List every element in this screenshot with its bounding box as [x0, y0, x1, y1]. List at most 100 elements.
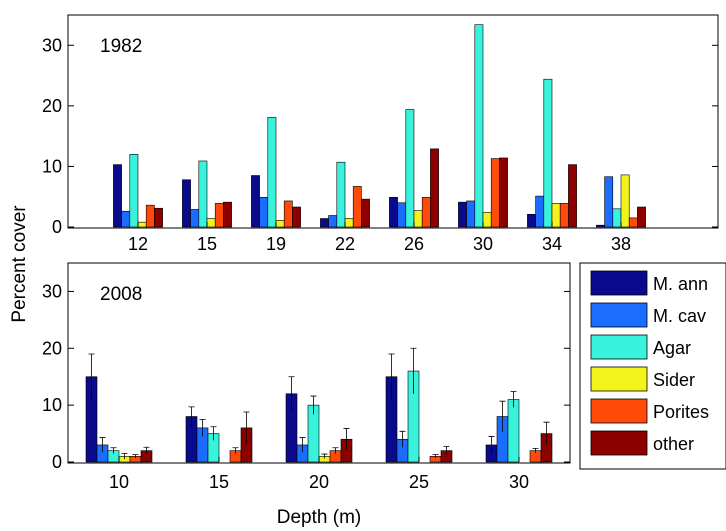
error-bar-bottom-mcav-30 — [499, 400, 506, 432]
error-bar-bottom-other-25 — [443, 446, 450, 455]
legend-label-sider: Sider — [653, 370, 695, 390]
x-tick-label: 15 — [209, 472, 229, 492]
bar-top-mann-34 — [527, 213, 536, 228]
x-tick-label: 34 — [542, 234, 562, 254]
error-bar-bottom-porites-30 — [532, 447, 539, 453]
y-tick-label: 0 — [52, 217, 62, 237]
y-tick-label: 10 — [42, 395, 62, 415]
bar-top-mann-26 — [389, 197, 398, 228]
bars-bottom-panel — [85, 347, 553, 463]
bar-top-sider-34 — [551, 203, 561, 228]
bar-top-porites-19 — [283, 200, 293, 228]
bar-top-mann-38 — [596, 224, 605, 228]
bar-top-mann-19 — [251, 175, 260, 228]
bar-top-mcav-22 — [328, 215, 338, 228]
bar-top-sider-22 — [344, 218, 354, 228]
error-bar-bottom-porites-10 — [132, 454, 139, 459]
bar-top-sider-26 — [413, 210, 423, 228]
error-bar-bottom-porites-20 — [332, 447, 339, 454]
legend: M. ann M. cav Agar Sider Porites other — [590, 270, 709, 456]
x-tick-label: 19 — [266, 234, 286, 254]
error-bar-bottom-other-30 — [543, 421, 550, 445]
bar-top-other-15 — [223, 201, 232, 228]
panel-label-top: 1982 — [100, 36, 142, 57]
x-tick-label: 30 — [473, 234, 493, 254]
y-tick-label: 30 — [42, 281, 62, 301]
y-tick-label: 20 — [42, 338, 62, 358]
legend-swatch-mcav — [590, 302, 648, 328]
error-bar-bottom-mann-20 — [288, 376, 295, 411]
y-ticks-top: 0 10 20 30 — [42, 35, 718, 237]
legend-label-porites: Porites — [653, 402, 709, 422]
bar-top-agar-12 — [129, 154, 139, 228]
panel-label-bottom: 2008 — [100, 284, 142, 305]
bar-top-sider-38 — [620, 174, 630, 228]
bar-top-mann-15 — [182, 179, 191, 228]
x-axis-label: Depth (m) — [277, 507, 361, 528]
bar-top-agar-34 — [543, 78, 553, 228]
bar-top-mann-22 — [320, 218, 329, 228]
error-bar-bottom-other-20 — [343, 428, 350, 451]
error-bar-bottom-mcav-15 — [199, 418, 206, 437]
error-bar-bottom-mann-10 — [88, 353, 95, 400]
x-tick-label: 15 — [197, 234, 217, 254]
bar-top-sider-12 — [137, 221, 147, 228]
x-tick-label: 30 — [509, 472, 529, 492]
bar-top-porites-30 — [490, 158, 500, 228]
x-tick-label: 26 — [404, 234, 424, 254]
bar-top-sider-19 — [275, 220, 285, 228]
bar-top-agar-26 — [405, 109, 415, 228]
bar-top-other-34 — [568, 164, 577, 228]
bar-top-agar-15 — [198, 160, 208, 228]
error-bar-bottom-mcav-20 — [299, 437, 306, 453]
bar-top-other-38 — [637, 206, 646, 228]
legend-label-agar: Agar — [653, 338, 691, 358]
error-bar-bottom-agar-25 — [410, 347, 417, 394]
bar-top-agar-19 — [267, 117, 277, 228]
bar-top-mcav-34 — [535, 195, 545, 228]
x-tick-label: 25 — [409, 472, 429, 492]
bar-top-mcav-19 — [259, 197, 269, 228]
y-tick-label: 30 — [42, 35, 62, 55]
x-tick-label: 22 — [335, 234, 355, 254]
bar-top-agar-22 — [336, 161, 346, 228]
bar-top-agar-38 — [612, 208, 622, 228]
error-bar-bottom-agar-15 — [210, 426, 217, 441]
y-tick-label: 20 — [42, 96, 62, 116]
bar-top-mcav-15 — [190, 209, 200, 228]
bar-top-other-12 — [154, 207, 163, 228]
error-bar-bottom-mcav-25 — [399, 430, 406, 448]
error-bar-bottom-porites-15 — [232, 447, 239, 454]
error-bar-bottom-agar-10 — [110, 447, 117, 454]
panel-top-frame — [67, 14, 719, 229]
legend-swatch-sider — [590, 366, 648, 392]
bar-top-mann-12 — [113, 164, 122, 228]
error-bar-bottom-agar-20 — [310, 395, 317, 415]
error-bar-bottom-porites-25 — [432, 454, 439, 459]
bar-top-porites-34 — [559, 203, 569, 228]
legend-label-mcav: M. cav — [653, 306, 706, 326]
x-tick-label: 20 — [309, 472, 329, 492]
error-bar-bottom-sider-20 — [321, 453, 328, 459]
legend-swatch-other — [590, 430, 648, 456]
bar-bottom-agar-30 — [507, 399, 520, 463]
error-bar-bottom-other-15 — [243, 411, 250, 444]
legend-label-mann: M. ann — [653, 274, 708, 294]
bar-top-other-30 — [499, 157, 508, 228]
bar-top-sider-15 — [206, 218, 216, 228]
bars-top-panel — [113, 24, 646, 228]
legend-swatch-agar — [590, 334, 648, 360]
error-bar-bottom-agar-30 — [510, 391, 517, 408]
bar-top-mcav-38 — [604, 176, 614, 228]
x-tick-labels-top: 12 15 19 22 26 30 34 38 — [128, 222, 631, 254]
y-ticks-bottom: 0 10 20 30 — [42, 281, 570, 472]
y-axis-label: Percent cover — [9, 205, 30, 323]
error-bar-bottom-mann-30 — [488, 436, 495, 454]
bar-top-porites-38 — [628, 217, 638, 228]
bar-top-porites-15 — [214, 203, 224, 228]
bar-top-other-26 — [430, 148, 439, 228]
legend-label-other: other — [653, 434, 694, 454]
error-bar-bottom-mann-25 — [388, 353, 395, 400]
bar-top-sider-30 — [482, 212, 492, 228]
